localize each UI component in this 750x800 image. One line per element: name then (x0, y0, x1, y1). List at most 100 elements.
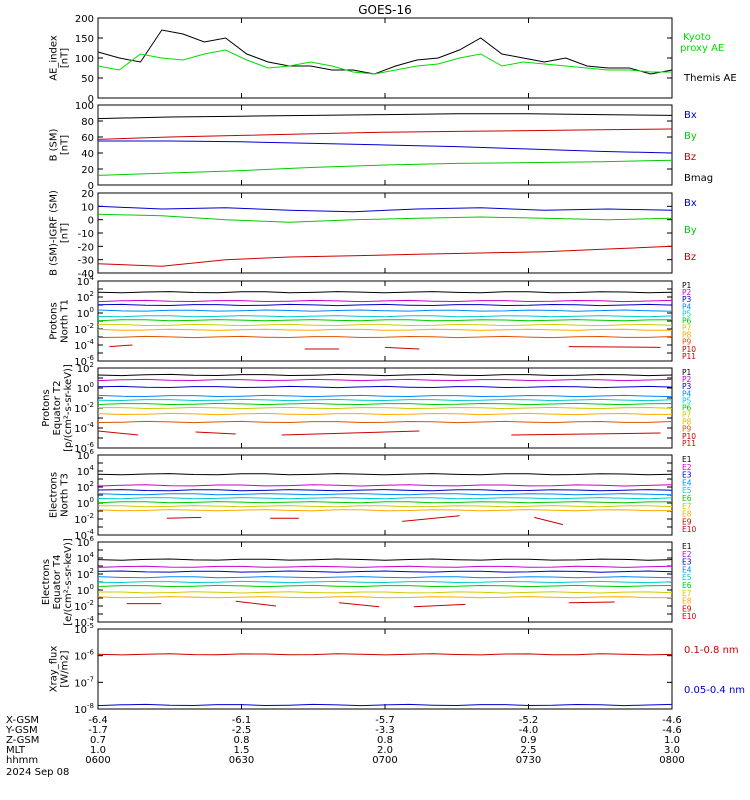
legend-entry: 0.05-0.4 nm (684, 685, 745, 696)
series-line-1 (97, 205, 673, 213)
legend-entry: P8 (682, 331, 692, 340)
series-line-3 (97, 303, 673, 307)
footer-value: 0800 (659, 755, 684, 766)
y-tick-label: 100 (75, 54, 94, 65)
y-tick-label: 10-6 (74, 649, 94, 663)
legend-entry: Themis AE (683, 73, 737, 84)
footer-value: -4.6 (662, 725, 682, 736)
y-tick-label: 20 (81, 165, 94, 176)
series-line-1 (97, 113, 673, 120)
date-label: 2024 Sep 08 (6, 767, 69, 778)
y-tick-label: 104 (77, 274, 95, 288)
y-tick-label: 100 (77, 496, 94, 510)
legend-entry: E10 (682, 612, 697, 621)
y-tick-label: 10-2 (74, 512, 94, 526)
sparse-segment (195, 431, 236, 435)
y-tick-label: 20 (81, 189, 94, 200)
legend-entry: E1 (682, 542, 692, 551)
series-line-2 (97, 703, 673, 707)
footer-row-label: Z-GSM (6, 735, 39, 746)
legend-entry: By (684, 225, 697, 236)
sparse-segment (339, 602, 380, 608)
y-axis-label: Equator T2 (52, 381, 63, 436)
y-tick-label: 106 (77, 448, 95, 462)
y-tick-label: 0 (88, 216, 94, 227)
y-axis-label: Electrons (41, 559, 52, 605)
legend-entry: P6 (682, 316, 692, 325)
footer-ephemeris: X-GSMY-GSMZ-GSMMLThhmm-6.4-1.70.71.00600… (5, 715, 685, 766)
footer-value: 1.0 (664, 735, 680, 746)
y-tick-label: 10-8 (74, 702, 94, 716)
series-line-1 (97, 653, 673, 656)
y-axis-label: North T3 (60, 473, 71, 517)
legend-entry: P10 (682, 432, 696, 441)
sparse-segment (568, 601, 615, 604)
y-tick-label: -30 (78, 256, 94, 267)
y-tick-label: 10-7 (74, 675, 94, 689)
y-tick-label: 10-2 (74, 599, 94, 613)
y-tick-label: 102 (77, 480, 94, 494)
series-line-2 (97, 565, 673, 568)
legend-entry: P10 (682, 345, 696, 354)
footer-value: 1.5 (234, 745, 250, 756)
footer-value: 3.0 (664, 745, 680, 756)
series-line-8 (97, 328, 672, 331)
y-axis-label: AE_index (49, 35, 60, 81)
footer-value: -5.7 (375, 715, 395, 726)
y-axis-label: B (SM)-IGRF (SM) (49, 190, 60, 276)
legend-entry: P2 (682, 288, 692, 297)
y-axis-label: Protons (41, 389, 52, 426)
y-tick-label: -40 (78, 269, 94, 280)
legend-entry: Bx (684, 198, 697, 209)
legend-entry: E6 (682, 494, 692, 503)
footer-value: -6.4 (88, 715, 108, 726)
footer-value: -6.1 (232, 715, 252, 726)
y-tick-label: 100 (75, 101, 94, 112)
panel-8: 10-8 10-7 10-6 10-5 Xray_flux [W/m2] 0.1-0.8 n… (49, 622, 746, 716)
footer-value: 2.5 (521, 745, 537, 756)
footer-row-label: MLT (6, 745, 26, 756)
legend-entry: P4 (682, 302, 692, 311)
series-line-4 (97, 576, 673, 579)
series-line-2 (97, 378, 673, 382)
panel-frame (97, 628, 673, 710)
sparse-segment (568, 346, 661, 348)
legend-entry: E9 (682, 604, 692, 613)
sparse-segment (235, 600, 276, 607)
legend-entry: P5 (682, 309, 692, 318)
series-line-7 (98, 505, 673, 508)
y-tick-label: 10-2 (74, 322, 94, 336)
sparse-segment (384, 346, 420, 350)
series-line-3 (97, 245, 673, 267)
footer-value: 0.7 (90, 735, 106, 746)
y-tick-label: 106 (77, 535, 95, 549)
series-line-9 (97, 335, 673, 339)
sparse-segment (413, 603, 466, 608)
footer-value: 1.0 (90, 745, 106, 756)
y-tick-label: 40 (81, 149, 94, 160)
legend-entry: Bx (684, 110, 697, 121)
y-tick-label: 80 (81, 117, 94, 128)
series-line-6 (97, 402, 673, 406)
legend-entry: P6 (682, 403, 692, 412)
series-line-2 (97, 49, 672, 75)
y-tick-label: 100 (77, 381, 94, 395)
sparse-segment (97, 430, 139, 436)
legend-entry: By (684, 131, 697, 142)
series-line-8 (97, 596, 672, 599)
y-tick-label: 60 (81, 133, 94, 144)
footer-value: 0730 (516, 755, 541, 766)
panel-frame (97, 192, 673, 274)
series-line-3 (97, 385, 673, 389)
legend-entry: proxy AE (680, 43, 724, 54)
footer-row-label: hhmm (6, 755, 38, 766)
legend-entry: P11 (682, 352, 696, 361)
series-line-2 (97, 484, 673, 487)
y-tick-label: -10 (78, 229, 94, 240)
sparse-segment (166, 516, 202, 519)
series-line-6 (97, 319, 673, 322)
legend-entry: P8 (682, 418, 692, 427)
